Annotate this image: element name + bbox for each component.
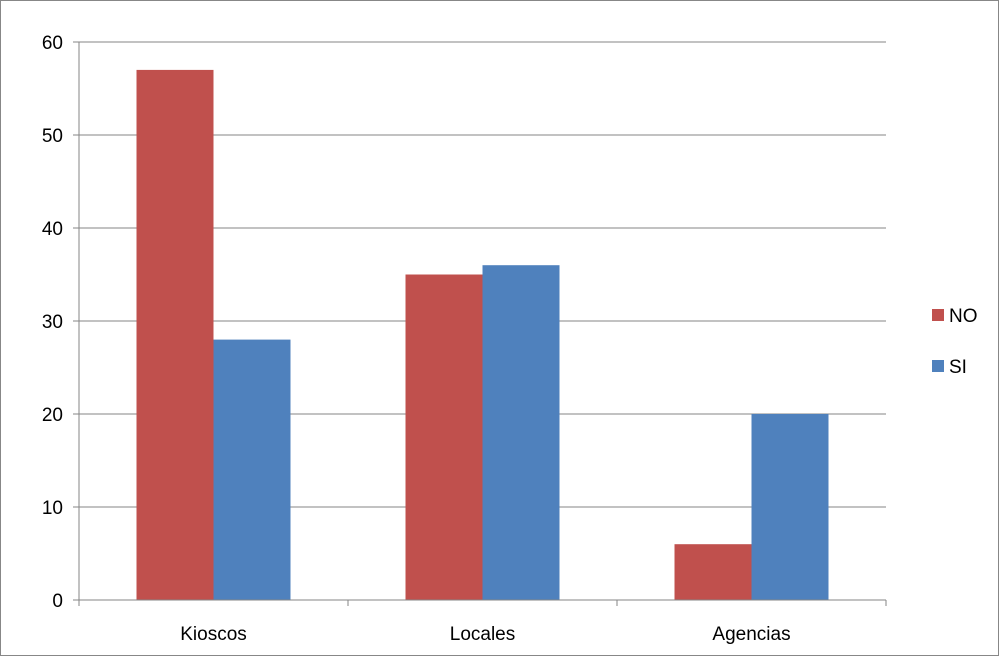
y-tick-label-60: 60 [42,33,63,54]
y-tick-label-50: 50 [42,126,63,147]
bar-si-locales [482,265,560,600]
x-tick-label-locales: Locales [450,624,516,645]
y-tick-label-10: 10 [42,498,63,519]
x-tick-label-agencias: Agencias [712,624,790,645]
x-tick-label-kioscos: Kioscos [180,624,247,645]
bar-si-kioscos [213,339,291,600]
y-tick-label-40: 40 [42,219,63,240]
x-tick-labels: Kioscos Locales Agencias [180,624,790,645]
legend: NO SI [932,306,978,378]
y-tick-label-30: 30 [42,312,63,333]
y-tick-labels: 0 10 20 30 40 50 60 [42,33,63,612]
bar-no-agencias [674,544,752,600]
axes [73,41,887,606]
bar-no-locales [405,274,483,600]
legend-label-si: SI [949,357,967,378]
y-tick-label-20: 20 [42,405,63,426]
legend-swatch-si [932,360,944,372]
y-tick-label-0: 0 [52,591,63,612]
legend-label-no: NO [949,306,978,327]
bar-no-kioscos [136,69,214,600]
legend-swatch-no [932,309,944,321]
bar-si-agencias [751,414,829,600]
bars [136,69,829,600]
